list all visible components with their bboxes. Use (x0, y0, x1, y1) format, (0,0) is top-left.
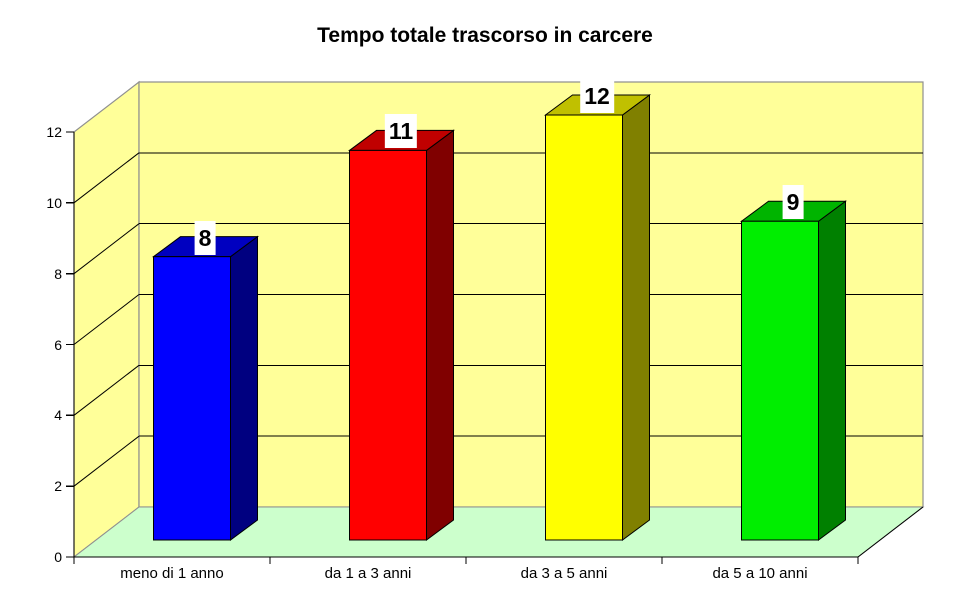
y-axis-tick-label: 10 (46, 194, 62, 211)
bar-side-2 (622, 94, 650, 541)
gridline-side (73, 223, 140, 275)
y-axis-tick-label: 6 (54, 336, 62, 353)
chart-title: Tempo totale trascorso in carcere (317, 24, 653, 47)
gridline-side (73, 152, 140, 204)
x-axis-category-label: meno di 1 anno (120, 565, 224, 582)
bar-data-label: 12 (580, 79, 614, 113)
x-axis-category-label: da 5 a 10 anni (712, 565, 808, 582)
bar-front-2 (545, 114, 623, 541)
y-axis-tick-label: 4 (54, 407, 62, 424)
bar-data-label: 8 (194, 220, 216, 255)
gridline-side (73, 364, 140, 416)
floor-right-edge (857, 506, 924, 558)
bar-side-0 (230, 235, 258, 541)
bar-front-3 (741, 220, 819, 541)
y-axis-tick-label: 2 (54, 478, 62, 495)
x-axis-category-label: da 3 a 5 anni (520, 565, 608, 582)
bar-front-0 (153, 256, 231, 541)
gridline-side (73, 435, 140, 487)
bar-front-1 (349, 149, 427, 541)
y-axis-tick-label: 0 (54, 549, 62, 565)
x-axis-category-label: da 1 a 3 anni (324, 565, 412, 582)
bar-data-label: 11 (384, 114, 418, 149)
bar-side-1 (426, 129, 454, 541)
gridline-side (73, 294, 140, 345)
bar-side-3 (818, 200, 846, 541)
y-axis-tick-label: 8 (54, 265, 62, 282)
y-axis-tick-label: 12 (46, 124, 62, 140)
bar-data-label: 9 (782, 185, 804, 220)
